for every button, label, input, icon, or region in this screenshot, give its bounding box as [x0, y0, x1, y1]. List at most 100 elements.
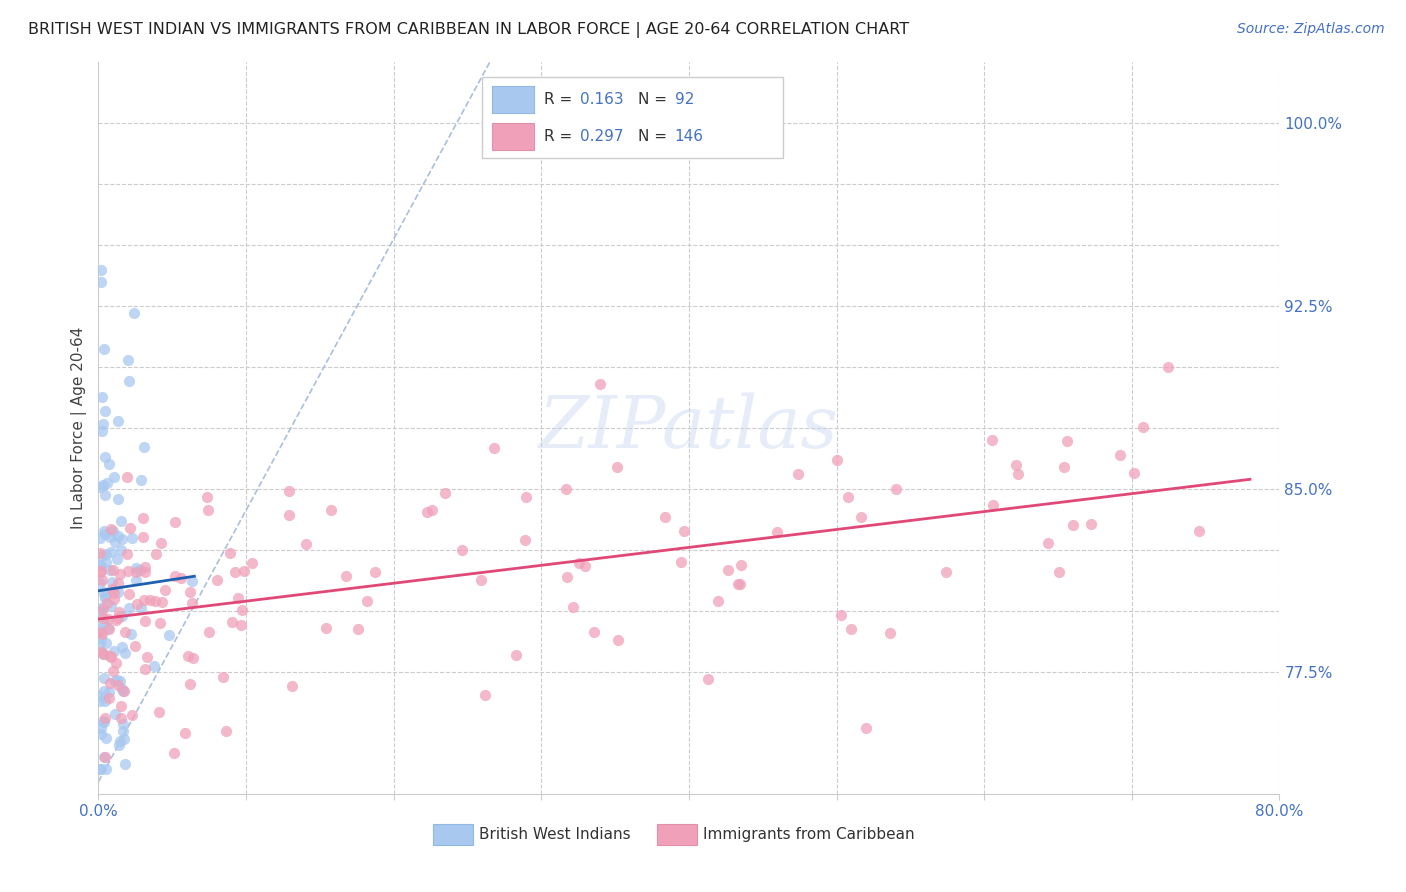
- Text: 92: 92: [675, 92, 695, 106]
- Point: [93, 477, 115, 491]
- Point: [89, 532, 111, 546]
- Point: [90, 564, 112, 578]
- Point: [101, 665, 124, 679]
- Point: [212, 670, 235, 684]
- Point: [1108, 448, 1130, 462]
- Point: [111, 684, 134, 698]
- Point: [96, 476, 118, 491]
- Point: [416, 505, 439, 519]
- Point: [108, 734, 131, 748]
- Point: [125, 573, 148, 587]
- Point: [98, 690, 121, 705]
- Point: [278, 484, 301, 499]
- Point: [100, 599, 122, 614]
- Y-axis label: In Labor Force | Age 20-64: In Labor Force | Age 20-64: [72, 327, 87, 529]
- Point: [214, 724, 236, 739]
- Point: [134, 662, 156, 676]
- Point: [110, 699, 132, 714]
- Point: [89, 625, 111, 640]
- Point: [94, 694, 117, 708]
- Point: [474, 688, 496, 702]
- Point: [181, 651, 204, 665]
- Point: [786, 467, 808, 481]
- Point: [91, 549, 114, 563]
- Point: [93, 601, 115, 615]
- Point: [451, 542, 474, 557]
- Point: [163, 516, 186, 530]
- Point: [108, 566, 131, 581]
- Point: [90, 262, 112, 277]
- Point: [125, 565, 148, 579]
- Point: [224, 565, 246, 579]
- Text: Immigrants from Caribbean: Immigrants from Caribbean: [703, 827, 915, 842]
- Point: [825, 453, 848, 467]
- Point: [91, 627, 114, 641]
- Point: [157, 627, 180, 641]
- Point: [515, 533, 537, 547]
- Point: [134, 614, 156, 628]
- Point: [1038, 536, 1060, 550]
- Point: [93, 647, 115, 661]
- Point: [730, 577, 752, 591]
- Point: [1007, 467, 1029, 482]
- Point: [163, 747, 186, 761]
- Point: [89, 694, 111, 708]
- Point: [295, 537, 318, 551]
- Point: [111, 640, 134, 655]
- Point: [89, 575, 111, 590]
- Point: [177, 648, 200, 663]
- Point: [89, 480, 111, 494]
- Point: [118, 374, 141, 388]
- Point: [93, 526, 115, 541]
- Point: [90, 559, 112, 574]
- Point: [124, 639, 146, 653]
- Point: [110, 673, 132, 688]
- Point: [104, 673, 127, 688]
- Point: [433, 486, 456, 500]
- Point: [97, 457, 120, 471]
- Point: [101, 562, 124, 576]
- Point: [233, 564, 256, 578]
- Point: [107, 492, 129, 507]
- Point: [90, 275, 112, 289]
- Point: [91, 417, 114, 432]
- Point: [91, 714, 114, 728]
- Point: [118, 600, 141, 615]
- Point: [730, 558, 752, 572]
- Text: BRITISH WEST INDIAN VS IMMIGRANTS FROM CARIBBEAN IN LABOR FORCE | AGE 20-64 CORR: BRITISH WEST INDIAN VS IMMIGRANTS FROM C…: [28, 22, 910, 38]
- Point: [105, 613, 128, 627]
- Point: [93, 711, 115, 725]
- Point: [101, 582, 124, 597]
- Point: [93, 342, 115, 356]
- Point: [89, 763, 111, 777]
- Point: [107, 611, 129, 625]
- Point: [110, 711, 132, 725]
- Point: [851, 510, 873, 524]
- Point: [89, 558, 111, 572]
- Point: [555, 570, 578, 584]
- Point: [198, 624, 221, 639]
- Point: [669, 555, 692, 569]
- Point: [89, 545, 111, 559]
- Point: [103, 644, 125, 658]
- Point: [93, 615, 115, 629]
- Point: [90, 424, 112, 438]
- Point: [97, 611, 120, 625]
- Point: [112, 684, 135, 698]
- FancyBboxPatch shape: [492, 123, 534, 150]
- Point: [221, 615, 243, 629]
- Point: [420, 502, 443, 516]
- Point: [103, 470, 125, 484]
- Point: [118, 521, 141, 535]
- Point: [90, 763, 112, 777]
- Point: [125, 597, 148, 611]
- Point: [179, 677, 201, 691]
- Point: [181, 574, 204, 588]
- Point: [110, 514, 132, 528]
- Text: N =: N =: [638, 128, 672, 144]
- Point: [93, 750, 115, 764]
- Text: R =: R =: [544, 92, 576, 106]
- Point: [132, 511, 155, 525]
- Point: [120, 627, 142, 641]
- Point: [115, 470, 138, 484]
